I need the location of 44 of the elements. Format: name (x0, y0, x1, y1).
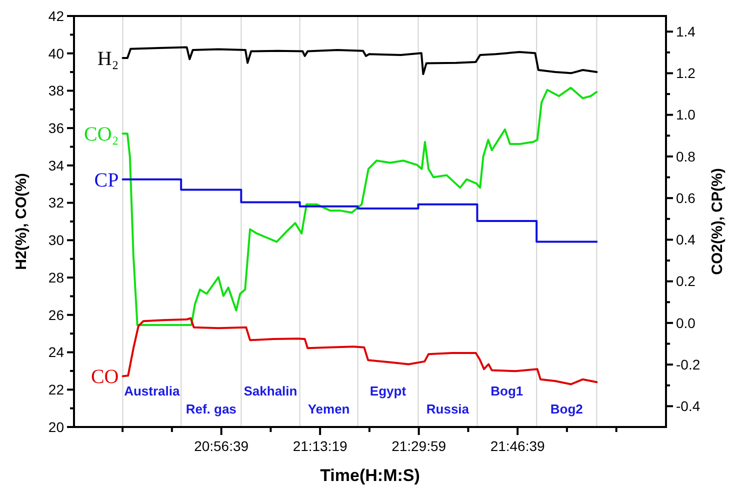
y-tick-label: 22 (48, 382, 64, 398)
y2-tick-label: 0.8 (676, 148, 696, 164)
annotation: Australia (124, 384, 181, 399)
y2-tick-label: 0.2 (676, 273, 696, 290)
y-tick-label: 42 (48, 8, 64, 24)
y-tick-label: 32 (48, 194, 64, 211)
y-tick-label: 20 (48, 418, 64, 435)
annotation: Bog1 (490, 384, 524, 399)
y-tick-label: 24 (48, 344, 64, 360)
y2-tick-label: 0.4 (676, 232, 696, 248)
line-series (122, 46, 598, 76)
x-tick-label: 21:13:19 (292, 438, 348, 454)
series-label: CO₂ (84, 124, 119, 146)
series-label: H₂ (97, 48, 119, 70)
y2-tick-label: -0.2 (676, 356, 700, 372)
y-tick-label: 26 (48, 306, 64, 323)
series-label: CP (94, 169, 119, 192)
line-series (122, 86, 598, 326)
y-tick-label: 36 (48, 120, 64, 136)
y2-tick-label: -0.4 (676, 398, 700, 414)
x-tick-label: 21:29:59 (392, 438, 446, 454)
annotation: Ref. gas (186, 402, 236, 417)
annotation: Yemen (308, 402, 350, 417)
series-label: CO (90, 366, 119, 388)
x-tick-label: 21:46:39 (490, 438, 546, 454)
x-axis-title: Time(H:M:S) (320, 466, 420, 485)
x-tick-label: 20:56:39 (194, 438, 249, 454)
annotation: Russia (426, 402, 470, 417)
y-tick-label: 38 (48, 82, 64, 99)
y2-tick-label: 0.6 (676, 190, 696, 206)
y-tick-label: 30 (48, 232, 64, 248)
y2-tick-label: 1.0 (676, 106, 696, 123)
y2-axis-title: CO2(%), CP(%) (709, 168, 726, 275)
y-tick-label: 40 (48, 45, 64, 62)
y2-tick-label: 0.0 (676, 314, 696, 331)
annotation: Sakhalin (244, 384, 298, 399)
y-tick-label: 28 (48, 269, 64, 286)
annotation: Egypt (370, 384, 407, 399)
y-axis-title: H2(%), CO(%) (13, 173, 30, 270)
line-series (122, 317, 598, 386)
y-tick-label: 34 (48, 157, 64, 174)
y2-tick-label: 1.2 (676, 65, 696, 82)
annotation: Bog2 (550, 402, 583, 417)
y2-tick-label: 1.4 (676, 24, 696, 40)
